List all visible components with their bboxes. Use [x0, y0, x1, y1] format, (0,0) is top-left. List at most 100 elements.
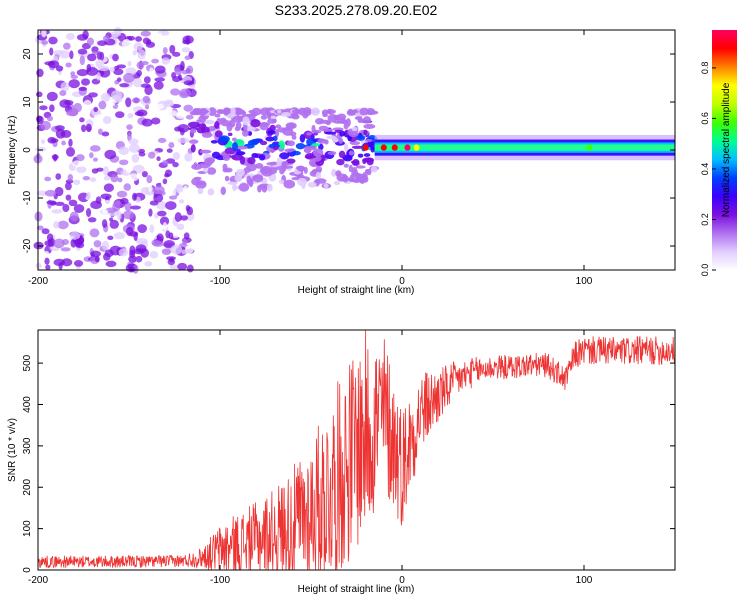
- spectrogram-transition-blob: [247, 131, 253, 136]
- spectrogram-noise-blob: [151, 239, 161, 247]
- spectrogram-noise-blob: [93, 114, 104, 120]
- spectrogram-noise-blob: [182, 238, 188, 245]
- spectrogram-noise-blob: [135, 36, 143, 42]
- spectrogram-transition-blob: [362, 116, 372, 124]
- spectrogram-transition-blob: [349, 141, 361, 146]
- spectrogram-noise-blob: [102, 116, 112, 125]
- spectrogram-noise-blob: [137, 49, 146, 60]
- spectrogram-noise-blob: [127, 113, 134, 119]
- spectrogram-noise-blob: [174, 69, 182, 76]
- spectrogram-noise-blob: [82, 30, 89, 40]
- spectrogram-noise-blob: [155, 32, 163, 39]
- spectrogram-transition-blob: [343, 163, 349, 168]
- spectrogram-noise-blob: [133, 77, 142, 88]
- spectrogram-noise-blob: [109, 66, 115, 73]
- spectrogram-transition-blob: [348, 150, 355, 156]
- spectrogram-noise-blob: [141, 170, 148, 178]
- spectrogram-transition-blob: [248, 109, 255, 114]
- spectrogram-noise-blob: [40, 139, 46, 144]
- snr-x-tick-label: 100: [576, 575, 593, 586]
- spectrogram-noise-blob: [186, 264, 194, 273]
- spectrogram-transition-blob: [362, 171, 368, 180]
- spectrogram-noise-blob: [116, 190, 128, 198]
- spectrogram-noise-blob: [122, 210, 135, 220]
- spectrogram-noise-blob: [127, 60, 132, 67]
- spectrogram-transition-blob: [198, 114, 207, 124]
- spectrogram-noise-blob: [65, 147, 76, 157]
- spectrogram-noise-blob: [132, 192, 137, 201]
- spectrogram-noise-blob: [46, 115, 53, 122]
- spectrogram-noise-blob: [119, 159, 129, 166]
- spectrogram-noise-blob: [168, 195, 178, 200]
- spectrogram-noise-blob: [118, 146, 130, 156]
- spectrogram-transition-blob: [312, 148, 324, 157]
- spectrogram-transition-blob: [291, 108, 302, 115]
- spectrogram-transition-blob: [306, 132, 312, 136]
- spectrogram-noise-blob: [91, 46, 99, 53]
- spectrogram-noise-blob: [115, 111, 125, 119]
- spectrogram-transition-blob: [355, 165, 366, 169]
- spectrogram-transition-blob: [297, 177, 307, 187]
- spectrogram-noise-blob: [89, 152, 94, 159]
- spectrogram-transition-blob: [274, 129, 280, 138]
- spectrogram-noise-blob: [172, 51, 181, 57]
- spectrogram-noise-blob: [177, 262, 188, 271]
- spectrogram-noise-blob: [183, 80, 195, 86]
- spectrogram-noise-blob: [53, 258, 65, 267]
- spectrogram-noise-blob: [35, 91, 43, 98]
- spectrogram-noise-blob: [86, 191, 91, 200]
- spectrogram-noise-blob: [183, 104, 194, 112]
- colorbar: 0.0 0.2 0.4 0.6 0.8 Normalized spectral ampl…: [700, 30, 737, 276]
- spectrogram-transition-blob: [311, 143, 321, 147]
- spectrogram-transition-blob: [286, 140, 295, 147]
- spectrogram-transition-blob: [266, 183, 273, 192]
- spectrogram-noise-blob: [128, 173, 139, 182]
- spectrogram-transition-blob: [348, 131, 359, 138]
- spectrogram-noise-blob: [72, 160, 84, 168]
- spectrogram-noise-blob: [60, 247, 71, 252]
- spectrogram-transition-blob: [260, 115, 268, 120]
- spectrogram-noise-blob: [174, 212, 182, 222]
- spectrogram-noise-blob: [175, 112, 187, 119]
- spectrogram-noise-blob: [35, 147, 47, 152]
- spectrogram-noise-blob: [77, 48, 88, 55]
- spectrogram-noise-blob: [67, 173, 74, 181]
- spectrogram-noise-blob: [46, 200, 57, 205]
- spectrogram-transition-blob: [224, 175, 230, 182]
- spectrogram-noise-blob: [63, 42, 71, 50]
- spectrogram-noise-blob: [53, 238, 65, 249]
- spectrogram-transition-blob: [207, 188, 215, 196]
- spectrogram-noise-blob: [94, 255, 100, 263]
- spectrogram-noise-blob: [101, 131, 110, 137]
- spectrogram-noise-blob: [102, 199, 113, 206]
- spectrogram-noise-blob: [182, 185, 189, 194]
- spectrogram-noise-blob: [184, 55, 191, 61]
- spectrogram-noise-blob: [167, 110, 178, 117]
- spectrogram-noise-blob: [154, 65, 166, 74]
- spectrogram-noise-blob: [135, 244, 147, 253]
- spectrogram-noise-blob: [52, 50, 65, 56]
- spectrogram-noise-blob: [69, 231, 81, 240]
- spectrogram-noise-blob: [149, 224, 155, 234]
- spectrogram-transition-blob: [352, 158, 360, 166]
- spectrogram-transition-blob: [197, 187, 204, 195]
- spectrogram-transition-blob: [265, 136, 275, 142]
- snr-y-tick-label: 0: [22, 567, 33, 573]
- snr-frame: [37, 329, 676, 571]
- spectrogram-transition-blob: [259, 167, 271, 174]
- spectrogram-noise-blob: [44, 250, 50, 258]
- colorbar-tick-label: 0.8: [700, 62, 710, 75]
- spectrogram-noise-blob: [68, 79, 80, 89]
- spectrogram-transition-blob: [283, 179, 296, 189]
- spectrogram-noise-blob: [132, 264, 139, 274]
- spectrogram-transition-blob: [357, 153, 364, 158]
- spectrogram-noise-blob: [79, 55, 85, 66]
- spectrogram-noise-blob: [151, 235, 158, 240]
- spectrogram-transition-blob: [339, 177, 346, 181]
- spectrogram-noise-blob: [82, 175, 91, 181]
- spectrogram-transition-blob: [351, 126, 358, 132]
- spectrogram-transition-blob: [237, 110, 247, 115]
- snr-y-label: SNR (10 * v/v): [7, 418, 18, 482]
- spectrogram-noise-blob: [36, 68, 44, 78]
- spectrogram-noise-blob: [86, 37, 95, 46]
